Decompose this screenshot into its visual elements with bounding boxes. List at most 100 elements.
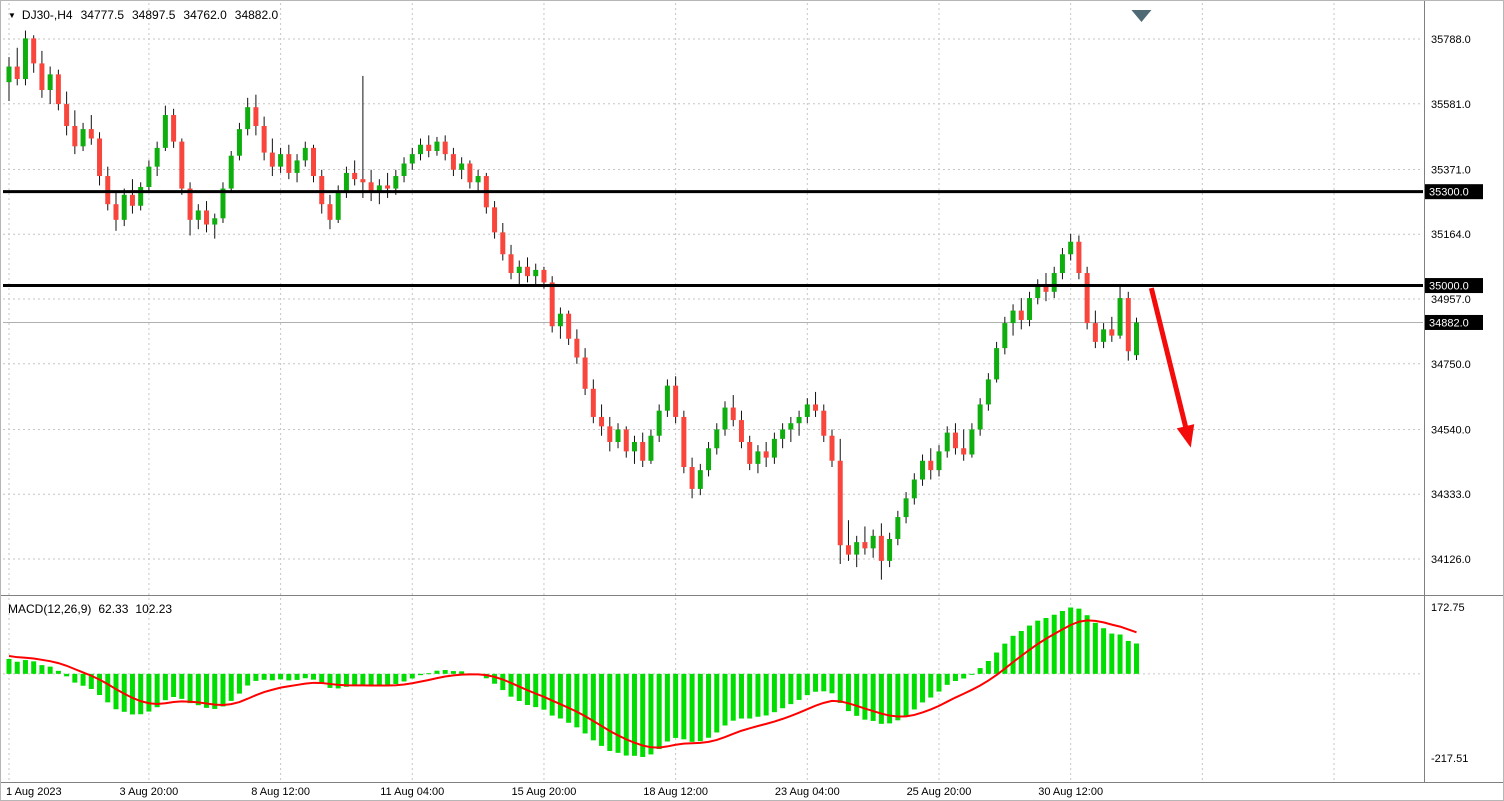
price-arrow-annotation[interactable]	[1148, 287, 1195, 448]
macd-histogram-bar	[162, 673, 168, 701]
candle	[845, 520, 851, 561]
macd-histogram-bar	[607, 673, 613, 751]
macd-histogram-bar	[442, 670, 448, 674]
macd-histogram-bar	[533, 673, 539, 708]
candle	[360, 75, 366, 198]
ohlc-close-value: 34882.0	[234, 8, 279, 22]
candle	[1125, 291, 1131, 361]
candle	[467, 160, 473, 189]
macd-histogram-bar	[829, 673, 835, 694]
macd-histogram-bar	[187, 673, 193, 704]
candle	[574, 329, 580, 364]
candle	[286, 144, 292, 180]
time-axis[interactable]: 1 Aug 2023 3 Aug 20:00 8 Aug 12:00 11 Aug 0…	[1, 783, 1423, 800]
macd-histogram-bar	[1109, 633, 1115, 674]
macd-histogram-bar	[969, 673, 975, 675]
candle	[97, 132, 103, 186]
macd-histogram-bar	[977, 668, 983, 674]
price-axis[interactable]	[1423, 1, 1503, 782]
macd-histogram-bar	[302, 673, 308, 679]
macd-histogram-bar	[459, 671, 465, 674]
macd-histogram-bar	[360, 673, 366, 686]
macd-histogram-bar	[113, 673, 119, 710]
candle	[492, 201, 498, 239]
macd-histogram-bar	[813, 673, 819, 692]
candle	[1109, 316, 1115, 342]
macd-histogram-bar	[648, 673, 654, 755]
candle	[969, 423, 975, 458]
candle	[31, 35, 37, 73]
candle	[228, 151, 234, 192]
macd-histogram-bar	[1076, 608, 1082, 674]
candle	[804, 398, 810, 424]
macd-histogram-bar	[154, 673, 160, 708]
chart-shift-marker[interactable]	[1131, 10, 1152, 22]
macd-histogram-bar	[1092, 622, 1098, 674]
candle	[590, 379, 596, 424]
macd-histogram-bar	[80, 673, 86, 686]
candle	[944, 426, 950, 458]
candle	[706, 441, 712, 477]
macd-histogram-bar	[376, 673, 382, 686]
time-axis-label: 1 Aug 2023	[6, 786, 62, 798]
candle	[426, 135, 432, 158]
macd-histogram-bar	[541, 673, 547, 710]
candle	[442, 135, 448, 161]
macd-histogram-bar	[55, 670, 61, 674]
price-axis-label: 35788.0	[1431, 34, 1471, 46]
candle	[162, 105, 168, 152]
candle	[171, 108, 177, 148]
macd-histogram-bar	[1002, 643, 1008, 674]
candle	[623, 426, 629, 458]
macd-histogram-bar	[401, 673, 407, 682]
macd-histogram-bar	[245, 673, 251, 686]
macd-histogram-bar	[870, 673, 876, 721]
macd-histogram-bar	[1035, 620, 1041, 674]
macd-histogram-bar	[393, 673, 399, 684]
indicator-signal-value: 102.23	[135, 602, 173, 616]
candle	[994, 341, 1000, 383]
macd-histogram-bar	[212, 673, 218, 709]
price-axis-label: 34957.0	[1431, 294, 1471, 306]
candle	[1076, 235, 1082, 280]
time-axis-label: 18 Aug 12:00	[643, 786, 709, 798]
macd-histogram-bar	[1010, 635, 1016, 674]
candle	[80, 122, 86, 152]
candle	[878, 523, 884, 580]
price-axis-label: 35581.0	[1431, 99, 1471, 111]
macd-histogram-bar	[780, 673, 786, 709]
macd-histogram-bar	[311, 673, 317, 680]
candle	[640, 432, 646, 468]
candle	[788, 416, 794, 442]
symbol-dropdown-icon[interactable]: ▼	[8, 10, 16, 20]
svg-text:35300.0: 35300.0	[1429, 187, 1469, 199]
candle	[64, 91, 70, 136]
macd-histogram-bar	[426, 673, 432, 675]
candle	[533, 263, 539, 286]
macd-histogram-bar	[368, 673, 374, 687]
macd-histogram-bar	[220, 673, 226, 707]
candle	[47, 66, 53, 105]
candle	[450, 147, 456, 177]
macd-histogram-bar	[72, 673, 78, 683]
time-axis-label: 11 Aug 04:00	[380, 786, 445, 798]
macd-histogram-bar	[911, 673, 917, 710]
candle	[154, 141, 160, 177]
candle	[195, 204, 201, 230]
ohlc-open-value: 34777.5	[80, 8, 124, 22]
macd-histogram-bar	[590, 673, 596, 741]
candle	[780, 423, 786, 449]
macd-histogram-bar	[6, 658, 12, 674]
candle	[1051, 266, 1057, 299]
candle	[1043, 273, 1049, 302]
macd-histogram-bar	[31, 661, 37, 674]
time-axis-label: 23 Aug 04:00	[774, 786, 840, 798]
macd-histogram-bar	[837, 673, 843, 703]
macd-histogram-bar	[1043, 618, 1049, 674]
chart-title: ▼ DJ30-,H4 34777.5 34897.5 34762.0 34882…	[8, 8, 278, 22]
candle	[236, 122, 242, 161]
macd-histogram-bar	[920, 673, 926, 703]
macd-histogram-bar	[730, 673, 736, 721]
candle	[1035, 279, 1041, 305]
